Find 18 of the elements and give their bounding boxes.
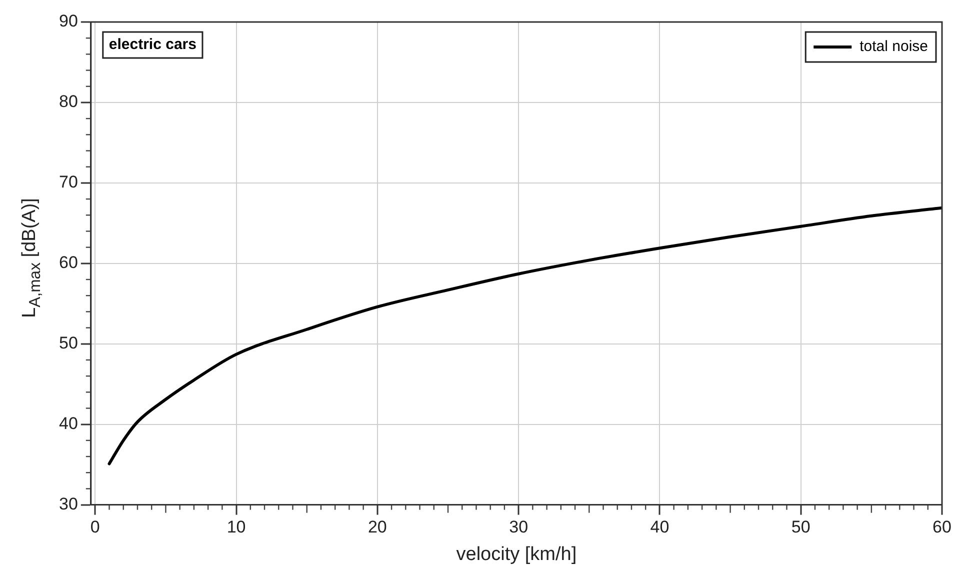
x-tick-label: 50 <box>791 518 810 537</box>
x-tick-label: 20 <box>368 518 387 537</box>
x-axis-title: velocity [km/h] <box>456 544 577 565</box>
y-tick-label: 60 <box>58 253 78 272</box>
y-tick-label: 80 <box>58 92 78 112</box>
y-tick-label: 30 <box>58 494 78 514</box>
legend-label: total noise <box>860 38 928 56</box>
x-tick-label: 40 <box>650 518 670 537</box>
y-tick-label: 40 <box>58 414 78 434</box>
y-tick-label: 70 <box>58 172 78 192</box>
y-tick-label: 90 <box>58 12 78 31</box>
x-tick-label: 30 <box>509 518 528 537</box>
x-tick-label: 60 <box>932 518 952 537</box>
annotation: electric cars <box>108 36 196 54</box>
x-tick-label: 10 <box>226 518 246 537</box>
line-series <box>108 206 942 466</box>
x-tick-label: 0 <box>90 518 100 537</box>
y-tick-label: 50 <box>58 334 78 353</box>
